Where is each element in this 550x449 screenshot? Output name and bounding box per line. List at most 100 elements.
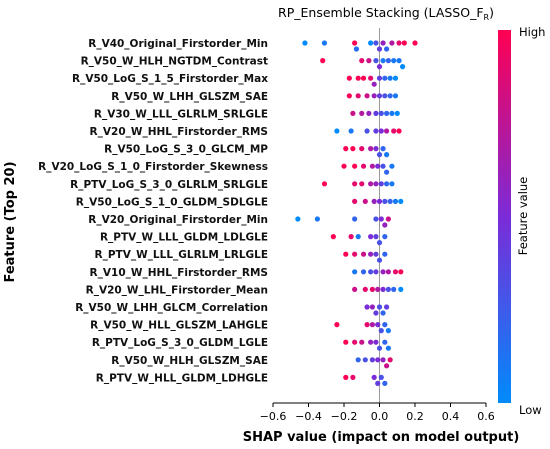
shap-point [360, 75, 367, 81]
shap-point [368, 146, 374, 152]
shap-point [376, 64, 383, 70]
shap-point [384, 181, 390, 187]
shap-point [375, 322, 381, 328]
shap-point [352, 198, 358, 204]
shap-point [378, 128, 384, 134]
shap-point [373, 251, 379, 257]
shap-point [373, 310, 379, 316]
x-axis-label: SHAP value (impact on model output) [243, 430, 520, 445]
shap-points [295, 40, 418, 386]
shap-point [348, 128, 354, 134]
shap-point [364, 322, 370, 328]
shap-point [384, 304, 390, 310]
shap-point [373, 181, 379, 187]
shap-point [376, 93, 383, 99]
shap-point [334, 128, 340, 134]
shap-point [401, 40, 407, 46]
shap-point [321, 181, 328, 187]
shap-point [355, 75, 361, 81]
shap-point [366, 110, 372, 116]
shap-point [348, 234, 354, 240]
feature-label: R_V30_W_LLL_GLRLM_SRLGLE [94, 108, 268, 120]
shap-point [343, 251, 349, 257]
shap-point [378, 181, 384, 187]
shap-point [382, 222, 388, 228]
x-ticks: −0.6 −0.4 −0.2 0.0 0.2 0.4 0.6 [260, 403, 495, 423]
shap-point [375, 380, 381, 386]
shap-point [334, 322, 340, 328]
colorbar-high-label: High [519, 25, 545, 39]
shap-point [373, 234, 379, 240]
feature-label: R_PTV_LoG_S_3_0_GLRLM_SRLGLE [70, 179, 268, 191]
shap-point [302, 40, 308, 46]
x-tick-label: −0.2 [331, 410, 358, 423]
shap-point [373, 110, 379, 116]
shap-point [373, 339, 379, 345]
shap-point [375, 357, 381, 363]
feature-label: R_PTV_W_LLL_GLDM_LDLGLE [100, 232, 268, 244]
colorbar-title: Feature value [516, 177, 530, 256]
shap-point [368, 251, 374, 257]
shap-point [376, 75, 383, 81]
shap-point [359, 339, 365, 345]
feature-label: R_V50_LoG_S_1_0_GLDM_SDLGLE [76, 196, 268, 208]
shap-point [398, 198, 404, 204]
shap-point [380, 286, 386, 292]
shap-point [384, 110, 390, 116]
shap-point [392, 75, 399, 81]
shap-point [355, 93, 361, 99]
feature-label: R_V40_Original_Firstorder_Min [88, 38, 268, 50]
shap-point [399, 64, 406, 70]
shap-point [360, 269, 367, 275]
shap-point [373, 58, 379, 64]
shap-point [384, 169, 390, 175]
shap-point [376, 152, 383, 158]
shap-point [385, 286, 391, 292]
shap-point [382, 93, 388, 99]
shap-point [376, 304, 383, 310]
shap-point [371, 81, 377, 87]
shap-point [352, 286, 358, 292]
shap-point [369, 163, 375, 169]
shap-point [384, 152, 390, 158]
shap-point [382, 198, 388, 204]
feature-label: R_PTV_LoG_S_3_0_GLDM_LGLE [92, 337, 268, 349]
shap-point [398, 269, 404, 275]
feature-label: R_V20_Original_Firstorder_Min [88, 214, 268, 226]
shap-point [387, 357, 393, 363]
shap-point [392, 93, 399, 99]
chart-title: RP_Ensemble Stacking (LASSO_FR) [278, 5, 494, 22]
shap-point [389, 40, 395, 46]
shap-point [352, 339, 358, 345]
shap-point [350, 374, 356, 380]
feature-label: R_V10_W_HHL_Firstorder_RMS [90, 267, 268, 279]
shap-point [352, 40, 358, 46]
feature-label: R_PTV_W_HLL_GLDM_LDHGLE [96, 372, 268, 384]
shap-point [371, 198, 377, 204]
shap-point [360, 251, 367, 257]
shap-point [368, 339, 374, 345]
shap-point [353, 46, 360, 52]
shap-point [368, 181, 374, 187]
shap-point [352, 216, 358, 222]
feature-label: R_PTV_W_LLL_GLRLM_LRLGLE [95, 249, 268, 261]
shap-point [364, 128, 370, 134]
shap-point [369, 357, 375, 363]
feature-label: R_V50_LoG_S_3_0_GLCM_MP [104, 144, 268, 156]
shap-point [385, 269, 391, 275]
shap-point [321, 40, 328, 46]
shap-point [375, 163, 381, 169]
shap-point [385, 345, 391, 351]
shap-point [394, 110, 400, 116]
shap-point [343, 339, 349, 345]
shap-point [352, 251, 358, 257]
shap-point [382, 234, 388, 240]
x-tick-label: 0.2 [406, 410, 424, 423]
shap-point [378, 110, 384, 116]
shap-point [378, 374, 384, 380]
shap-point [343, 146, 349, 152]
shap-point [360, 163, 367, 169]
x-tick-label: 0.6 [477, 410, 495, 423]
shap-point [369, 304, 375, 310]
